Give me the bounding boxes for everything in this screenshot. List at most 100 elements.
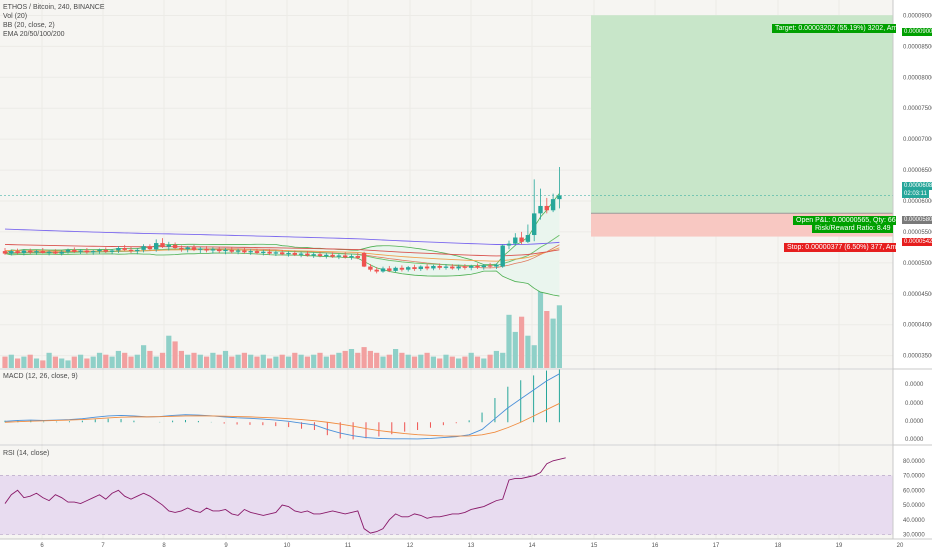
indicator-vol[interactable]: Vol (20) [3,13,28,20]
candle-body [103,249,108,252]
time-tick-label: 19 [836,543,843,549]
candle-body [116,248,121,251]
candle-body [538,205,543,214]
candle-body [355,256,360,258]
volume-bar [298,354,304,368]
volume-bar [27,354,33,368]
volume-bar [147,350,153,368]
macd-label[interactable]: MACD (12, 26, close, 9) [3,373,78,380]
candle-body [122,248,127,250]
candle-body [456,266,461,269]
volume-bar [323,356,329,368]
candle-body [28,250,33,253]
volume-bar [78,354,84,368]
candle-body [128,249,134,252]
candle-body [387,268,392,271]
candle-body [469,265,474,268]
candle-body [166,244,171,247]
risk-reward-tag[interactable]: Risk/Reward Ratio: 8.49 [812,224,894,233]
candle-body [280,252,285,255]
volume-bar [462,356,468,368]
candle-body [393,267,398,271]
price-tick-label: 0.00006500 [903,168,932,174]
candle-body [84,250,90,253]
candle-body [191,247,197,250]
candle-body [550,199,556,211]
signal-line [4,403,560,437]
volume-bar [128,356,134,368]
volume-bar [361,347,367,368]
candle-body [380,268,386,272]
candle-body [261,251,266,253]
volume-bar [550,318,556,368]
volume-bar [424,352,430,368]
candle-body [286,252,291,255]
candle-body [475,265,480,268]
volume-bar [285,356,292,368]
price-tick-label: 0.00008500 [903,44,932,50]
candle-body [519,237,524,242]
volume-bar [166,335,172,368]
price-tick-label: 0.00008000 [903,75,932,81]
candle-body [343,255,348,258]
volume-bar [474,356,481,368]
time-tick-label: 13 [468,543,475,549]
volume-bar [103,354,109,368]
candle-body [179,248,184,250]
volume-bar [279,354,285,368]
candle-body [15,251,20,253]
stop-tag[interactable]: Stop: 0.00000377 (6.50%) 377, Amount: 7 [784,243,896,252]
time-tick-label: 18 [775,543,782,549]
candle-body [135,249,140,252]
target-tag[interactable]: Target: 0.00003202 (55.19%) 3202, Amount… [772,24,896,33]
candle-body [418,266,423,270]
macd-tick-label: 0.0000 [905,382,924,388]
ema-100 [4,244,560,257]
last-price-tag: 0.00006087 [902,182,932,190]
volume-bar [342,350,348,368]
volume-bar [241,352,247,368]
volume-bar [449,356,455,368]
open-pnl-tag[interactable]: Open P&L: 0.00000565, Qty: 66312997 [793,216,896,225]
volume-bar [556,305,562,368]
time-tick-label: 10 [284,543,291,549]
indicator-bb[interactable]: BB (20, close, 2) [3,22,55,29]
candle-body [40,251,45,253]
time-tick-label: 17 [713,543,720,549]
volume-bar [317,352,323,368]
volume-bar [531,345,537,368]
volume-bar [468,352,474,368]
target-price-tag: 0.00009004 [902,28,932,36]
volume-bar [90,356,96,368]
volume-bar [386,354,392,368]
rsi-label[interactable]: RSI (14, close) [3,450,50,457]
candle-body [330,254,335,257]
candle-body [481,265,486,268]
macd-tick-label: 0.0000 [905,437,924,443]
volume-bar [260,354,266,368]
volume-bar [443,354,449,368]
volume-bar [210,352,216,368]
indicator-ema[interactable]: EMA 20/50/100/200 [3,31,65,38]
volume-bar [367,350,373,368]
volume-bar [71,356,77,368]
volume-bar [141,345,147,368]
volume-bar [336,352,342,368]
volume-bar [235,354,241,368]
volume-bar [109,356,115,368]
candles [0,166,893,274]
candle-body [53,251,58,254]
candle-body [443,266,449,268]
candle-body [154,243,159,250]
volume-bar [437,358,443,368]
candle-body [292,252,297,255]
ema-200 [4,228,560,245]
volume-bar [172,341,178,368]
rsi-tick-label: 70.0000 [903,474,925,480]
candle-body [311,254,316,256]
price-tick-label: 0.00007500 [903,106,932,112]
candle-body [46,251,52,253]
candle-body [368,266,373,270]
